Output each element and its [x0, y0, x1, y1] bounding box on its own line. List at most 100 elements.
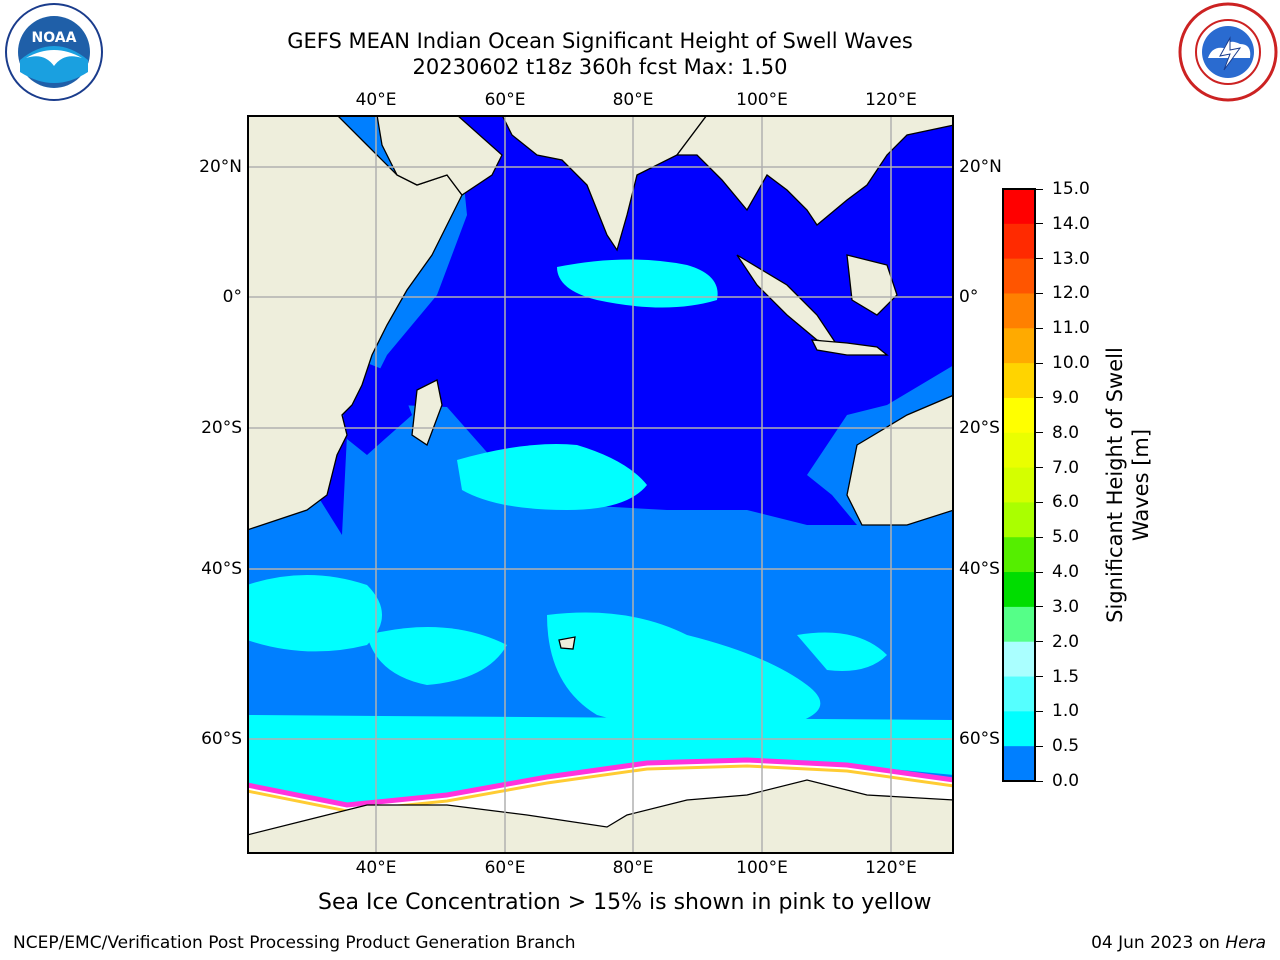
lon-label-bottom-40e: 40°E: [355, 858, 397, 878]
colorbar-segment: [1003, 641, 1035, 678]
lat-label-left-20n: 20°N: [199, 157, 242, 177]
colorbar-tick-mark: [1036, 606, 1043, 608]
colorbar-tick-label: 15.0: [1052, 179, 1090, 199]
colorbar-tick-mark: [1036, 467, 1043, 469]
land-borneo: [846, 254, 898, 316]
sea-ice-edge-pink: [247, 757, 954, 808]
colorbar-tick-label: 5.0: [1052, 527, 1080, 548]
land-java: [810, 339, 889, 356]
colorbar-tick-mark: [1036, 188, 1043, 190]
lat-label-right-40s: 40°S: [959, 559, 1000, 579]
colorbar-tick-label: 2.0: [1052, 631, 1080, 652]
lon-label-top-100e: 100°E: [736, 90, 788, 110]
colorbar: [1002, 188, 1036, 782]
colorbar-segment: [1003, 189, 1035, 225]
colorbar-tick-label: 12.0: [1052, 283, 1090, 304]
footer-right: 04 Jun 2023 on Hera: [1091, 933, 1266, 953]
colorbar-tick-label: 13.0: [1052, 248, 1090, 269]
colorbar-label-line2: Waves [m]: [1129, 428, 1153, 542]
colorbar-label-line1: Significant Height of Swell: [1103, 347, 1127, 623]
colorbar-tick-mark: [1036, 745, 1043, 747]
colorbar-tick-label: 7.0: [1052, 457, 1080, 478]
footer-date: 04 Jun 2023 on: [1091, 933, 1226, 953]
colorbar-tick-label: 9.0: [1052, 387, 1080, 408]
colorbar-tick-mark: [1036, 362, 1043, 364]
chart-title: GEFS MEAN Indian Ocean Significant Heigh…: [287, 29, 913, 53]
colorbar-tick-label: 11.0: [1052, 318, 1090, 339]
lat-label-left-60s: 60°S: [201, 729, 242, 749]
lat-label-right-20n: 20°N: [959, 157, 1002, 177]
land-antarctica: [247, 779, 954, 854]
colorbar-tick-mark: [1036, 676, 1043, 678]
colorbar-segment: [1003, 502, 1035, 538]
colorbar-segment: [1003, 676, 1035, 712]
land-masses: [247, 115, 954, 854]
colorbar-tick-mark: [1036, 501, 1043, 503]
colorbar-tick-label: 4.0: [1052, 562, 1080, 583]
ocean-deep-blue-north: [307, 115, 954, 535]
colorbar-tick-mark: [1036, 536, 1043, 538]
swell-cyan-patches: [247, 259, 954, 805]
land-kerguelen: [558, 636, 576, 650]
sea-ice-caption: Sea Ice Concentration > 15% is shown in …: [318, 890, 932, 915]
colorbar-tick-label: 14.0: [1052, 213, 1090, 234]
colorbar-segment: [1003, 537, 1035, 573]
lat-label-right-20s: 20°S: [959, 418, 1000, 438]
colorbar-tick-mark: [1036, 258, 1043, 260]
lon-label-top-40e: 40°E: [355, 90, 397, 110]
lon-label-top-80e: 80°E: [612, 90, 654, 110]
colorbar-tick-mark: [1036, 327, 1043, 329]
lon-label-bottom-120e: 120°E: [865, 858, 917, 878]
swell-height-map: [247, 115, 954, 854]
colorbar-tick-mark: [1036, 223, 1043, 225]
colorbar-tick-label: 8.0: [1052, 422, 1080, 443]
colorbar-segment: [1003, 746, 1035, 782]
colorbar-segment: [1003, 363, 1035, 399]
svg-text:NOAA: NOAA: [32, 30, 77, 46]
colorbar-tick-label: 0.5: [1052, 736, 1080, 757]
colorbar-label: Significant Height of Swell Waves [m]: [1102, 285, 1154, 685]
noaa-logo: NOAA: [4, 2, 104, 102]
map-gridlines: [247, 115, 954, 854]
lat-label-left-0: 0°: [222, 287, 242, 307]
colorbar-tick-mark: [1036, 397, 1043, 399]
colorbar-frame: [1002, 188, 1036, 782]
lon-label-bottom-80e: 80°E: [612, 858, 654, 878]
lat-label-left-20s: 20°S: [201, 418, 242, 438]
lon-label-bottom-60e: 60°E: [484, 858, 526, 878]
colorbar-segment: [1003, 572, 1035, 608]
colorbar-tick-label: 1.5: [1052, 666, 1080, 687]
lon-label-top-60e: 60°E: [484, 90, 526, 110]
lat-label-right-60s: 60°S: [959, 729, 1000, 749]
lon-label-top-120e: 120°E: [865, 90, 917, 110]
colorbar-segment: [1003, 328, 1035, 364]
land-arabia: [376, 115, 503, 196]
colorbar-tick-mark: [1036, 780, 1043, 782]
colorbar-tick-mark: [1036, 641, 1043, 643]
colorbar-segment: [1003, 223, 1035, 260]
colorbar-tick-label: 3.0: [1052, 596, 1080, 617]
colorbar-tick-mark: [1036, 710, 1043, 712]
colorbar-tick-label: 6.0: [1052, 492, 1080, 513]
chart-subtitle: 20230602 t18z 360h fcst Max: 1.50: [412, 55, 788, 79]
lat-label-right-0: 0°: [959, 287, 979, 307]
colorbar-tick-label: 0.0: [1052, 771, 1080, 791]
colorbar-segment: [1003, 258, 1035, 294]
colorbar-tick-label: 1.0: [1052, 701, 1080, 722]
colorbar-segment: [1003, 606, 1035, 643]
colorbar-segment: [1003, 293, 1035, 329]
colorbar-segment: [1003, 711, 1035, 747]
lat-label-left-40s: 40°S: [201, 559, 242, 579]
colorbar-tick-mark: [1036, 571, 1043, 573]
map-frame: [247, 115, 954, 854]
colorbar-segment: [1003, 467, 1035, 503]
nws-logo: [1178, 2, 1278, 102]
footer-host: Hera: [1225, 933, 1266, 953]
lon-label-bottom-100e: 100°E: [736, 858, 788, 878]
colorbar-tick-mark: [1036, 432, 1043, 434]
colorbar-segment: [1003, 432, 1035, 469]
colorbar-tick-label: 10.0: [1052, 353, 1090, 374]
footer-left: NCEP/EMC/Verification Post Processing Pr…: [13, 933, 576, 953]
colorbar-tick-mark: [1036, 292, 1043, 294]
colorbar-segment: [1003, 397, 1035, 434]
